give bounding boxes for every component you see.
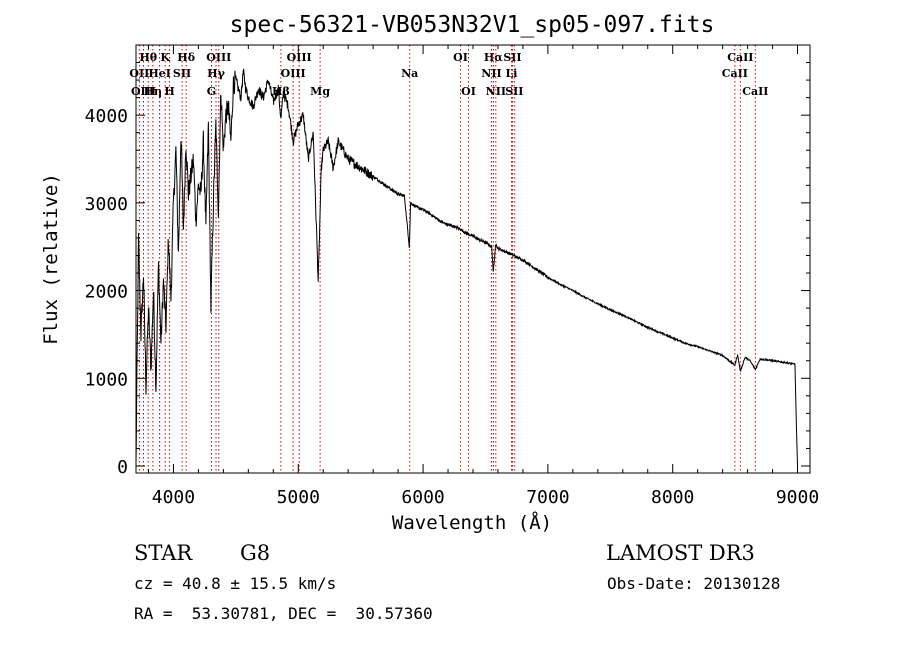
plot-series: [135, 68, 798, 467]
x-tick-label-5: 9000: [776, 487, 819, 508]
redshift-velocity: cz = 40.8 ± 15.5 km/s: [134, 574, 337, 593]
line-label-21: NII: [486, 85, 506, 98]
line-label-7: H: [164, 85, 174, 98]
line-label-24: SII: [505, 85, 523, 98]
y-tick-label-0: 0: [117, 457, 128, 478]
line-label-15: Mg: [310, 85, 330, 98]
line-label-17: OI: [453, 51, 468, 64]
x-tick-label-2: 6000: [401, 487, 444, 508]
x-axis-label: Wavelength (Å): [392, 511, 552, 534]
y-axis-label: Flux (relative): [40, 173, 62, 345]
line-label-26: CaII: [727, 51, 753, 64]
line-label-4: HeI: [148, 67, 171, 80]
line-label-1: OII: [129, 67, 149, 80]
line-label-16: Na: [401, 67, 418, 80]
line-label-22: Li: [505, 67, 517, 80]
spectrum-flux-line: [135, 68, 798, 467]
line-label-27: CaII: [742, 85, 768, 98]
line-label-20: NII: [481, 67, 501, 80]
object-subclass: G8: [240, 541, 271, 565]
line-label-23: SII: [503, 51, 521, 64]
line-label-3: Hη: [144, 85, 162, 98]
object-class: STAR: [134, 541, 193, 565]
x-tick-label-0: 4000: [152, 487, 195, 508]
survey-name: LAMOST DR3: [606, 541, 755, 565]
y-tick-label-2: 2000: [85, 282, 128, 303]
x-axis: 4000 5000 6000 7000 8000 9000: [147, 45, 819, 508]
line-label-18: OI: [461, 85, 476, 98]
x-tick-label-3: 7000: [526, 487, 569, 508]
line-label-2: OIII: [131, 85, 156, 98]
y-tick-label-3: 3000: [85, 194, 128, 215]
x-tick-label-4: 8000: [651, 487, 694, 508]
y-tick-label-4: 4000: [85, 106, 128, 127]
line-label-5: K: [160, 51, 170, 64]
line-label-9: OIII: [206, 51, 231, 64]
line-label-11: G: [207, 85, 216, 98]
line-label-0: Hθ: [139, 51, 157, 64]
line-label-6: SII: [173, 67, 191, 80]
y-tick-label-1: 1000: [85, 369, 128, 390]
observation-date: Obs-Date: 20130128: [607, 574, 781, 593]
line-label-12: Hβ: [272, 85, 290, 98]
y-axis: 0 1000 2000 3000 4000: [85, 62, 810, 478]
sky-coordinates: RA = 53.30781, DEC = 30.57360: [134, 604, 433, 623]
plot-frame: [135, 44, 811, 474]
line-label-19: Hα: [484, 51, 503, 64]
line-label-10: Hγ: [207, 67, 225, 80]
line-label-25: CaII: [722, 67, 748, 80]
line-label-14: OIII: [287, 51, 312, 64]
line-label-8: Hδ: [177, 51, 195, 64]
line-label-13: OIII: [281, 67, 306, 80]
chart-title: spec-56321-VB053N32V1_sp05-097.fits: [230, 12, 715, 38]
x-tick-label-1: 5000: [277, 487, 320, 508]
